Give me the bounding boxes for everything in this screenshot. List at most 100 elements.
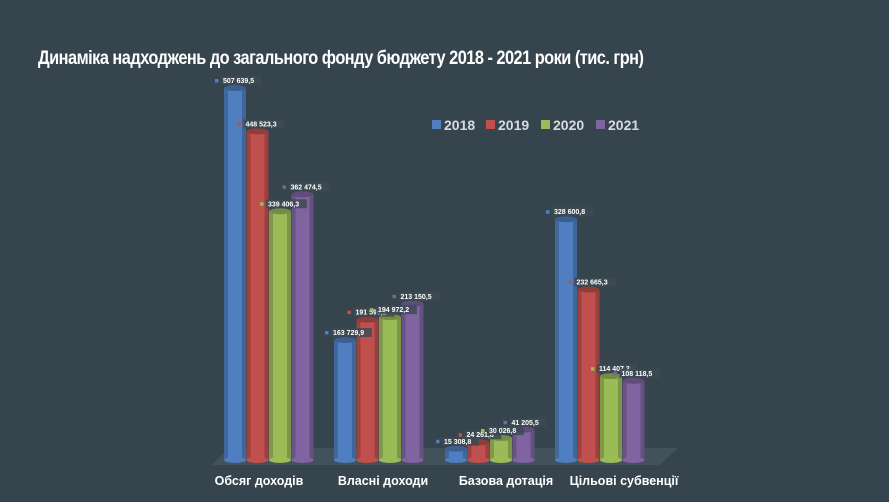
- value-label-bg: [552, 207, 593, 217]
- bar-shade-right: [573, 219, 577, 460]
- bar-body: [555, 219, 577, 460]
- value-label-2019-3: 232 665,3: [568, 277, 616, 287]
- bar-shade-right: [242, 88, 246, 460]
- bar-2020-2: [490, 434, 512, 463]
- value-label-text: 114 407,3: [599, 366, 630, 373]
- value-label-text: 362 474,5: [291, 184, 322, 191]
- bar-top: [356, 316, 379, 323]
- value-label-marker: [481, 428, 485, 433]
- bar-top: [445, 445, 467, 452]
- legend-label: 2019: [498, 117, 529, 133]
- value-label-marker: [503, 420, 507, 425]
- bar-shade-left: [334, 340, 338, 460]
- bar-shade-right: [287, 211, 291, 460]
- value-label-2018-0: 507 639,5: [215, 76, 262, 85]
- bar-top: [334, 337, 356, 344]
- bar-body: [401, 303, 424, 460]
- legend-swatch: [541, 120, 550, 129]
- value-label-bg: [266, 199, 307, 209]
- value-label-2019-0: 448 523,3: [237, 119, 285, 129]
- legend-label: 2018: [444, 117, 475, 133]
- bar-shade-right: [264, 131, 269, 460]
- bar-body: [445, 448, 467, 460]
- legend: 2018 2019 2020 2021: [432, 117, 639, 133]
- bar-shade-right: [508, 437, 512, 460]
- bar-bottom: [334, 457, 356, 463]
- value-label-2018-3: 328 600,8: [546, 207, 593, 217]
- value-label-2019-1: 191 596,2: [347, 307, 395, 317]
- value-label-bg: [619, 368, 661, 378]
- value-label-bg: [597, 364, 638, 374]
- bar-shade-right: [397, 317, 401, 460]
- bar-body: [379, 317, 401, 460]
- legend-label: 2020: [553, 117, 584, 133]
- value-label-bg: [442, 436, 479, 446]
- legend-swatch: [432, 120, 441, 129]
- bar-shade-left: [490, 437, 494, 460]
- value-label-marker: [458, 433, 462, 437]
- bar-shade-right: [485, 442, 490, 460]
- bar-shade-right: [530, 429, 535, 460]
- bar-body: [356, 319, 379, 460]
- bar-bottom: [445, 457, 467, 463]
- bar-body: [622, 380, 645, 460]
- value-label-marker: [392, 294, 396, 299]
- value-label-2018-1: 163 729,9: [325, 328, 372, 338]
- value-label-text: 448 523,3: [246, 121, 277, 128]
- bar-2019-0: [246, 128, 269, 463]
- bar-top: [555, 216, 577, 223]
- value-label-text: 339 406,3: [268, 201, 299, 208]
- value-label-2021-2: 41 205,5: [503, 417, 547, 427]
- value-label-marker: [613, 371, 617, 376]
- value-label-text: 194 972,2: [378, 307, 409, 314]
- bar-shade-right: [640, 380, 645, 460]
- bar-body: [334, 340, 356, 460]
- value-label-bg: [288, 182, 330, 192]
- bar-shade-right: [618, 376, 622, 460]
- value-label-2021-0: 362 474,5: [282, 182, 330, 192]
- bar-bottom: [490, 457, 512, 463]
- bar-2018-0: [224, 85, 246, 463]
- bar-bottom: [379, 457, 401, 463]
- value-label-bg: [353, 307, 395, 317]
- bar-shade-left: [379, 317, 383, 460]
- value-label-2021-3: 108 118,5: [613, 368, 661, 378]
- bar-bottom: [401, 457, 424, 463]
- category-label: Цільові субвенції: [570, 474, 679, 488]
- value-label-2020-3: 114 407,3: [591, 364, 638, 374]
- legend-item-2021: 2021: [596, 117, 639, 133]
- category-label: Базова дотація: [459, 474, 553, 488]
- bar-2021-1: [401, 300, 424, 463]
- chart-title: Динаміка надходжень до загального фонду …: [38, 48, 644, 69]
- bar-2020-1: [379, 314, 401, 463]
- value-label-marker: [546, 210, 550, 214]
- bar-2018-1: [334, 337, 356, 463]
- value-label-text: 232 665,3: [577, 280, 608, 287]
- bar-body: [600, 376, 622, 460]
- value-label-marker: [282, 185, 286, 189]
- bar-shade-right: [352, 340, 356, 460]
- value-label-text: 15 308,8: [444, 439, 471, 446]
- value-label-text: 108 118,5: [622, 371, 653, 378]
- value-label-bg: [574, 277, 616, 287]
- value-label-2021-1: 213 150,5: [392, 291, 440, 301]
- value-label-text: 163 729,9: [333, 330, 364, 337]
- value-label-bg: [331, 328, 372, 338]
- value-label-marker: [436, 439, 440, 444]
- value-label-marker: [215, 79, 219, 83]
- bar-2019-1: [356, 316, 379, 463]
- bar-2018-2: [445, 445, 467, 463]
- bar-top: [224, 85, 246, 91]
- bar-2020-0: [269, 208, 291, 463]
- legend-item-2020: 2020: [541, 117, 584, 133]
- value-label-bg: [398, 291, 440, 301]
- bar-shade-right: [595, 289, 600, 460]
- bar-shade-left: [467, 442, 472, 460]
- value-labels-group: 507 639,5 448 523,3 339 406,3 362 474,5 163 …: [215, 76, 661, 446]
- bar-bottom: [224, 457, 246, 463]
- value-label-marker: [568, 280, 572, 285]
- bar-bottom: [512, 457, 535, 463]
- bar-body: [512, 429, 535, 460]
- value-label-marker: [260, 202, 264, 206]
